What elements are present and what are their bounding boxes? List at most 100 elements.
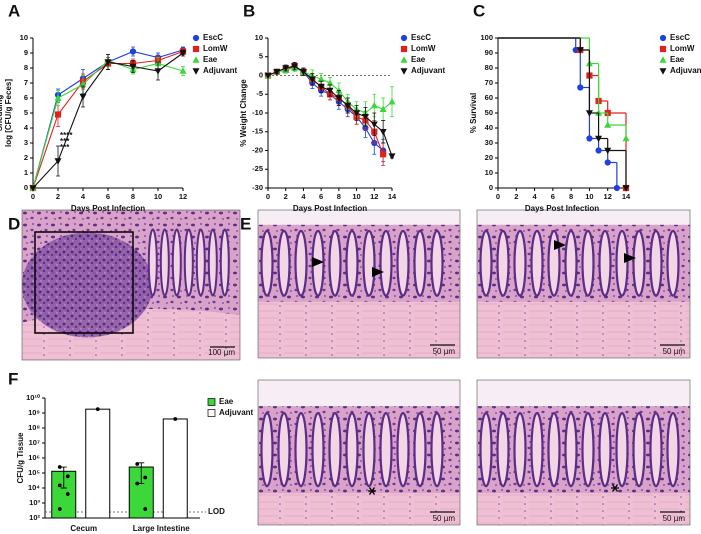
marker: [79, 93, 87, 101]
panel-label: B: [243, 1, 255, 20]
marker: [317, 84, 325, 91]
y-axis-title: Shedding: [0, 95, 4, 132]
legend-label: EscC: [203, 33, 223, 42]
significance-label: ***: [60, 137, 70, 146]
crypt: [396, 411, 410, 488]
y-tick-label: 100: [480, 33, 493, 42]
y-tick-label: 10¹⁰: [26, 393, 41, 402]
crypt: [328, 411, 342, 488]
image-border: [21, 209, 241, 361]
scale-label: 50 µm: [663, 514, 686, 523]
lumen: [477, 210, 690, 225]
y-tick-label: 10⁴: [28, 483, 40, 492]
histology-image: [21, 209, 241, 361]
muscle-layer: [477, 493, 690, 525]
marker: [179, 67, 187, 74]
y-tick-label: 60: [485, 93, 493, 102]
x-tick-label: 14: [622, 192, 631, 201]
y-tick-label: 70: [485, 78, 493, 87]
marker: [595, 135, 603, 143]
series-line: [32, 50, 184, 189]
legend-label: LomW: [203, 44, 228, 53]
x-tick-label: 6: [319, 192, 323, 201]
y-tick-label: 10³: [29, 498, 40, 507]
crypt: [183, 228, 194, 297]
x-tick-label: 2: [56, 192, 60, 201]
inset-box: [34, 231, 134, 334]
bar: [162, 418, 188, 519]
legend-label: Eae: [203, 55, 218, 64]
x-tick-label: 8: [569, 192, 573, 201]
x-tick-label: 4: [81, 192, 86, 201]
legend-marker: [192, 68, 200, 75]
x-tick-label: 10: [585, 192, 593, 201]
y-tick-label: -15: [252, 127, 263, 136]
y-tick-label: 4: [24, 123, 29, 132]
arrowhead: [624, 253, 636, 263]
x-tick-label: 2: [514, 192, 518, 201]
scale-label: 50 µm: [663, 347, 686, 356]
arrowhead: [372, 267, 384, 277]
crypt: [413, 229, 427, 297]
marker: [264, 72, 272, 80]
asterisk: [368, 487, 376, 495]
crypt: [530, 229, 544, 297]
histology-image: [476, 379, 691, 526]
y-tick-label: -30: [252, 183, 263, 192]
marker: [317, 75, 325, 82]
y-tick-label: 5: [24, 108, 28, 117]
crypt: [479, 411, 493, 488]
y-axis-title: % Survival: [469, 93, 478, 133]
legend-marker: [192, 56, 200, 63]
crypt: [328, 229, 342, 297]
y-tick-label: 50: [485, 108, 493, 117]
marker: [388, 98, 396, 105]
legend-label: EscC: [670, 33, 690, 42]
data-point: [57, 465, 62, 469]
marker: [576, 47, 584, 54]
data-point: [135, 462, 140, 466]
muscle-layer: [258, 493, 460, 525]
crypt: [581, 229, 595, 297]
legend-label: Eae: [219, 397, 234, 406]
y-tick-label: 10⁸: [28, 423, 40, 432]
marker: [273, 69, 281, 76]
marker: [54, 158, 62, 165]
y-tick-label: 90: [485, 48, 493, 57]
muscle-layer: [477, 301, 690, 358]
x-tick-label: 4: [301, 192, 306, 201]
y-tick-label: -25: [252, 164, 263, 173]
crypt: [430, 411, 444, 488]
lumen: [258, 380, 460, 407]
marker: [54, 111, 62, 118]
arrowhead: [554, 240, 566, 250]
legend-label: Eae: [670, 55, 685, 64]
crypt: [430, 229, 444, 297]
legend-label: Adjuvant: [203, 66, 238, 75]
marker: [344, 102, 352, 110]
y-tick-label: 10⁵: [28, 468, 40, 477]
data-point: [57, 507, 62, 511]
significance-label: ***: [60, 143, 70, 152]
data-point: [173, 417, 178, 421]
crypt: [260, 411, 274, 488]
y-tick-label: 10: [20, 33, 28, 42]
marker: [370, 121, 378, 128]
histology-image: [257, 379, 461, 526]
x-tick-label: 0: [31, 192, 35, 201]
y-tick-label: 10: [485, 168, 493, 177]
marker: [129, 63, 137, 71]
crypt: [632, 411, 646, 488]
marker: [379, 105, 387, 112]
legend-swatch: [207, 409, 216, 417]
lumen: [477, 380, 690, 407]
y-tick-label: 10²: [29, 513, 40, 522]
y-tick-label: 10⁹: [28, 408, 40, 417]
y-tick-label: 6: [24, 93, 28, 102]
crypt: [147, 228, 158, 297]
crypt: [260, 229, 274, 297]
data-point: [95, 407, 100, 412]
x-tick-label: 12: [604, 192, 612, 201]
crypt: [530, 411, 544, 488]
crypt: [632, 229, 646, 297]
